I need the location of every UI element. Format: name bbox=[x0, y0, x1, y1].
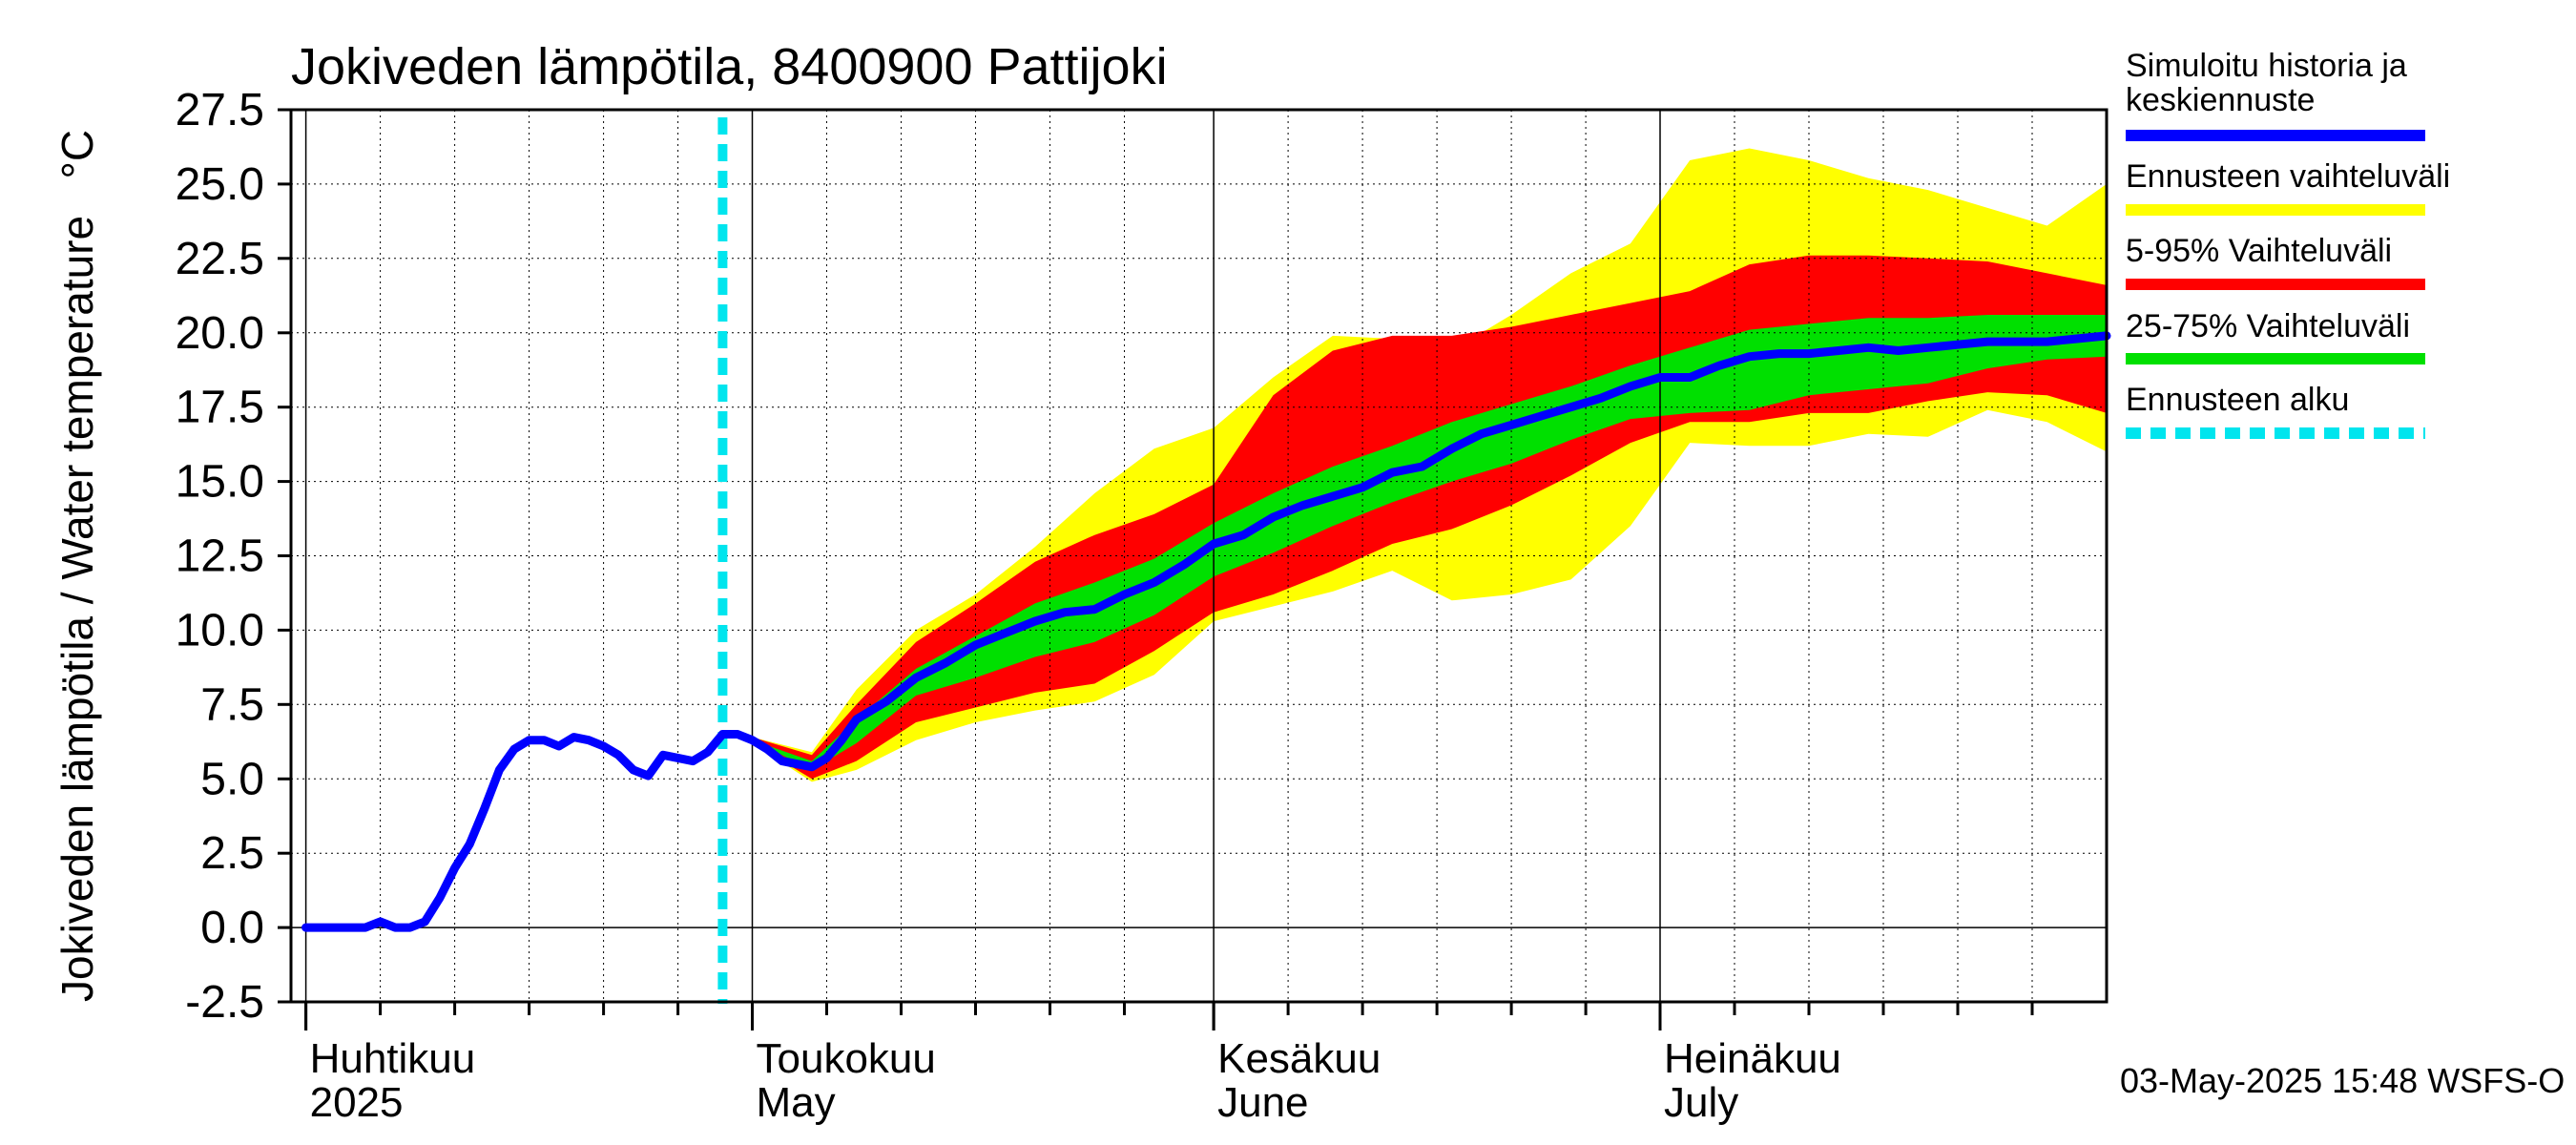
y-tick-label: 10.0 bbox=[176, 605, 264, 656]
month-label-en: July bbox=[1664, 1079, 1738, 1126]
y-tick-label: 12.5 bbox=[176, 531, 264, 582]
gridlines bbox=[291, 110, 2107, 1002]
month-label-fi: Heinäkuu bbox=[1664, 1035, 1841, 1082]
month-label-en: May bbox=[757, 1079, 836, 1126]
y-tick-label: 17.5 bbox=[176, 383, 264, 433]
y-tick-label: 27.5 bbox=[176, 85, 264, 135]
legend-label: Simuloitu historia ja bbox=[2126, 48, 2407, 84]
y-axis-label: Jokiveden lämpötila / Water temperature … bbox=[52, 130, 102, 1002]
series-lines bbox=[301, 117, 2111, 1004]
y-tick-label: 20.0 bbox=[176, 308, 264, 359]
band-3 bbox=[752, 315, 2107, 770]
y-tick-label: 22.5 bbox=[176, 234, 264, 284]
month-label-fi: Kesäkuu bbox=[1217, 1035, 1381, 1082]
series-line-1 bbox=[301, 331, 2111, 932]
month-label-en: 2025 bbox=[310, 1079, 404, 1126]
legend-label: keskiennuste bbox=[2126, 82, 2315, 118]
chart-title: Jokiveden lämpötila, 8400900 Pattijoki bbox=[291, 38, 1168, 95]
y-tick-label: 7.5 bbox=[200, 679, 264, 730]
legend-label: Ennusteen vaihteluväli bbox=[2126, 158, 2450, 195]
y-tick-label: 15.0 bbox=[176, 457, 264, 508]
legend-label: 5-95% Vaihteluväli bbox=[2126, 233, 2392, 269]
timestamp: 03-May-2025 15:48 WSFS-O bbox=[2120, 1061, 2565, 1100]
month-label-fi: Huhtikuu bbox=[310, 1035, 476, 1082]
month-label-en: June bbox=[1217, 1079, 1308, 1126]
y-tick-label: -2.5 bbox=[185, 977, 264, 1028]
y-tick-label: 5.0 bbox=[200, 754, 264, 804]
axis-ticks bbox=[278, 108, 2034, 1030]
y-tick-label: 0.0 bbox=[200, 903, 264, 953]
legend-label: 25-75% Vaihteluväli bbox=[2126, 308, 2410, 344]
month-label-fi: Toukokuu bbox=[757, 1035, 936, 1082]
y-tick-label: 25.0 bbox=[176, 159, 264, 210]
y-tick-labels: 27.5 25.0 22.5 20.0 17.5 15.0 12.5 10.0 7.5 5.0 2.… bbox=[176, 85, 264, 1028]
legend-label: Ennusteen alku bbox=[2126, 382, 2349, 418]
y-tick-label: 2.5 bbox=[200, 828, 264, 879]
